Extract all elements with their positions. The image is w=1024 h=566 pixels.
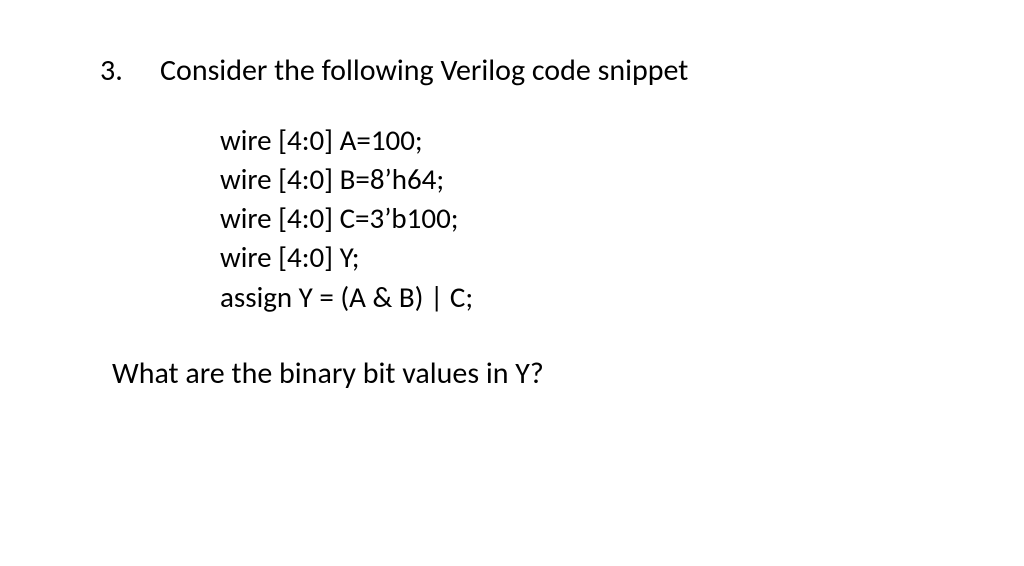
code-line: assign Y = (A & B) | C; (220, 278, 924, 317)
question-prompt: Consider the following Verilog code snip… (160, 52, 688, 89)
code-line: wire [4:0] B=8’h64; (220, 160, 924, 199)
code-line: wire [4:0] C=3’b100; (220, 199, 924, 238)
question-followup: What are the binary bit values in Y? (112, 355, 924, 392)
code-line: wire [4:0] A=100; (220, 121, 924, 160)
question-number: 3. (100, 52, 136, 89)
code-block: wire [4:0] A=100; wire [4:0] B=8’h64; wi… (220, 121, 924, 317)
code-line: wire [4:0] Y; (220, 238, 924, 277)
question-header: 3. Consider the following Verilog code s… (100, 52, 924, 89)
